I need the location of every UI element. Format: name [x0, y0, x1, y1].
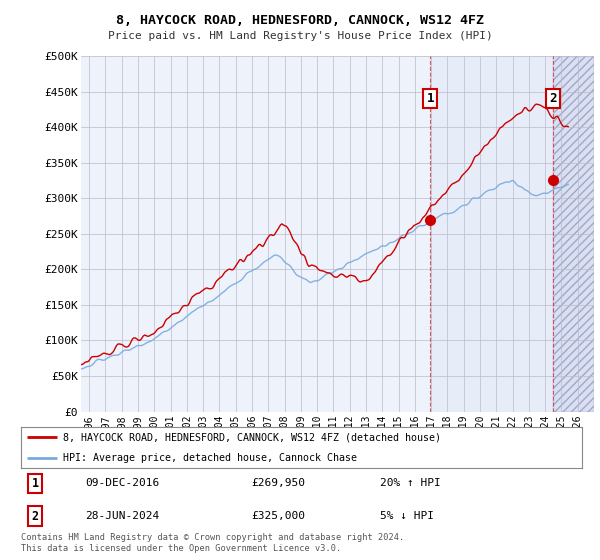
- Text: 5% ↓ HPI: 5% ↓ HPI: [380, 511, 434, 521]
- Text: 8, HAYCOCK ROAD, HEDNESFORD, CANNOCK, WS12 4FZ (detached house): 8, HAYCOCK ROAD, HEDNESFORD, CANNOCK, WS…: [63, 432, 441, 442]
- Text: Contains HM Land Registry data © Crown copyright and database right 2024.
This d: Contains HM Land Registry data © Crown c…: [21, 533, 404, 553]
- Text: 2: 2: [550, 92, 557, 105]
- Bar: [553, 56, 594, 412]
- Text: 28-JUN-2024: 28-JUN-2024: [86, 511, 160, 521]
- Text: 09-DEC-2016: 09-DEC-2016: [86, 478, 160, 488]
- Bar: [430, 56, 553, 412]
- Text: 1: 1: [427, 92, 434, 105]
- Text: HPI: Average price, detached house, Cannock Chase: HPI: Average price, detached house, Cann…: [63, 452, 357, 463]
- Text: 1: 1: [31, 477, 38, 490]
- Text: 8, HAYCOCK ROAD, HEDNESFORD, CANNOCK, WS12 4FZ: 8, HAYCOCK ROAD, HEDNESFORD, CANNOCK, WS…: [116, 14, 484, 27]
- Text: Price paid vs. HM Land Registry's House Price Index (HPI): Price paid vs. HM Land Registry's House …: [107, 31, 493, 41]
- Text: £269,950: £269,950: [251, 478, 305, 488]
- Text: 2: 2: [31, 510, 38, 523]
- Text: £325,000: £325,000: [251, 511, 305, 521]
- Bar: [553, 56, 594, 412]
- Text: 20% ↑ HPI: 20% ↑ HPI: [380, 478, 441, 488]
